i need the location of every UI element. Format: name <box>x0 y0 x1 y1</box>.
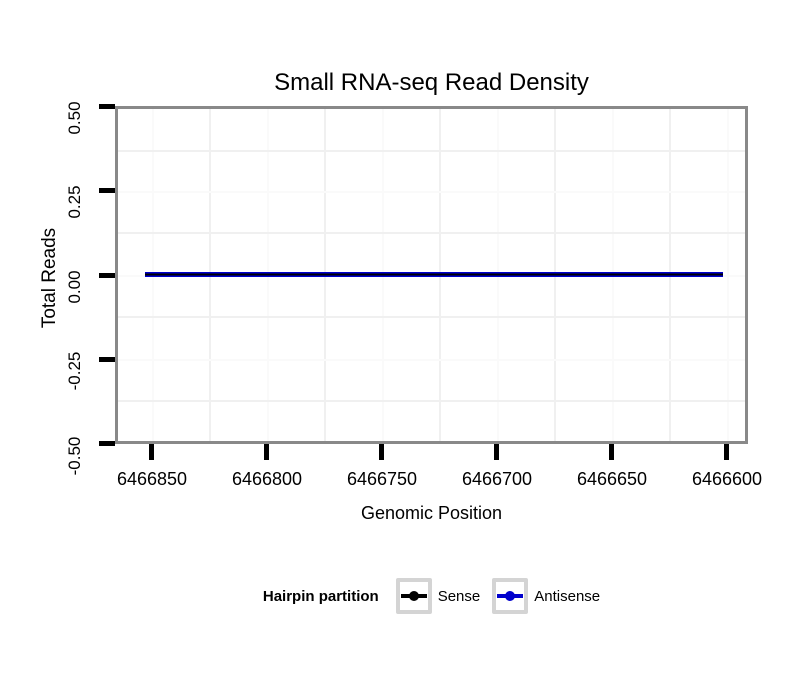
read-density-line <box>145 272 723 277</box>
gridline-minor-h <box>118 150 745 152</box>
x-tick-mark <box>494 444 499 460</box>
gridline-minor-h <box>118 316 745 318</box>
legend-title: Hairpin partition <box>262 587 379 605</box>
plot-title: Small RNA-seq Read Density <box>274 69 589 96</box>
x-tick-mark <box>264 444 269 460</box>
y-tick-label: -0.25 <box>65 351 84 391</box>
x-tick-label: 6466700 <box>461 469 533 489</box>
y-tick-label: 0.00 <box>65 270 84 304</box>
x-axis-title: Genomic Position <box>360 503 503 523</box>
plot-panel <box>115 106 748 444</box>
x-tick-label: 6466600 <box>691 469 763 489</box>
legend-key-sense <box>395 578 432 614</box>
y-tick-label: -0.50 <box>65 436 84 476</box>
gridline-minor-h <box>118 232 745 234</box>
x-tick-mark <box>609 444 614 460</box>
y-tick-label: 0.50 <box>65 101 84 135</box>
gridline-major-h <box>118 359 745 361</box>
y-tick-label: 0.25 <box>65 185 84 219</box>
x-tick-label: 6466650 <box>576 469 648 489</box>
legend-entry-antisense: Antisense <box>492 578 600 614</box>
x-tick-mark <box>724 444 729 460</box>
y-tick-mark <box>99 357 115 362</box>
legend-label-antisense: Antisense <box>534 587 601 605</box>
legend-label-sense: Sense <box>437 587 481 605</box>
gridline-minor-h <box>118 400 745 402</box>
x-tick-label: 6466750 <box>346 469 418 489</box>
y-tick-mark <box>99 104 115 109</box>
sense-point-icon <box>408 591 419 601</box>
legend: Hairpin partition Sense Antisense <box>115 574 748 618</box>
x-tick-label: 6466800 <box>231 469 303 489</box>
legend-key-antisense <box>492 578 529 614</box>
gridline-major-h <box>118 191 745 193</box>
legend-entry-sense: Sense <box>395 578 481 614</box>
y-tick-mark <box>99 273 115 278</box>
y-tick-mark <box>99 441 115 446</box>
x-tick-label: 6466850 <box>116 469 188 489</box>
antisense-point-icon <box>505 591 516 601</box>
y-axis-title: Total Reads <box>39 227 60 329</box>
y-tick-mark <box>99 188 115 193</box>
x-tick-mark <box>379 444 384 460</box>
x-tick-mark <box>149 444 154 460</box>
